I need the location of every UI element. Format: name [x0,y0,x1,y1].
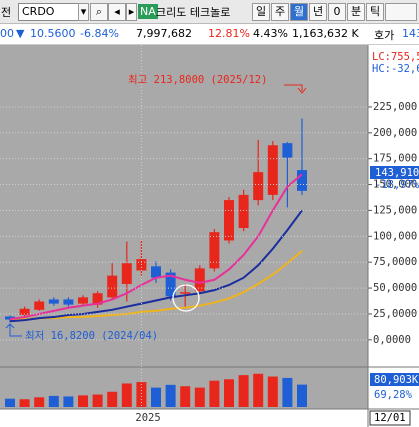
quote-vol-ratio: 12.81% [208,27,250,40]
volume-bar [48,395,59,407]
low-arrow [5,323,22,337]
quote-turnover: 4.43% [253,27,288,40]
y-tick-label: 75,0000 [373,256,417,268]
lc-label: LC:755,5 [372,51,419,63]
quote-arrow: ▼ [16,27,25,40]
toolbar: 전 CRDO ▾ ⌕ ◂ ▸ NA 크리도 테크놀로 일 주 월 년 0 분 틱 [0,0,419,24]
menu-button[interactable]: ▸ [126,3,137,21]
symbol-input[interactable]: CRDO [18,3,81,21]
moving-average [9,173,303,321]
volume-bar [282,377,293,407]
axis-background [368,45,419,409]
volume-bar [297,384,307,407]
volume-bar [107,391,118,407]
volume-bar [151,387,161,407]
volume-bar [238,375,249,407]
y-tick-label: 100,000 [373,230,417,242]
last-price-label: 143,910 [375,167,419,179]
last-change-label: -18,97% [375,179,419,191]
quote-bar: 00 ▼ 10.5600 -6.84% 7,997,682 12.81% 4.4… [0,24,419,45]
badge: NA [138,4,158,19]
dropdown[interactable]: ▾ [78,3,89,21]
hc-label: HC:-32,6 [372,63,419,75]
high-arrow [284,84,307,94]
volume-bar [34,397,45,407]
quote-change: 10.5600 [30,27,76,40]
period-button[interactable]: 주 [271,3,289,21]
plot-background [0,45,368,409]
volume-bar [209,380,220,407]
volume-bar [19,399,30,407]
volume-bar [194,387,205,407]
quote-change-pct: -6.84% [80,27,119,40]
volume-bar [267,376,278,407]
volume-last-label: 80,903K [374,374,419,386]
x-tick-label: 2025 [135,412,160,424]
volume-bar [121,383,132,407]
y-tick-label: 175,000 [373,153,417,165]
chart: 2025 225,000 200,000 175,000 150,000 125,000 1… [0,45,419,427]
ask-label: 호가 [374,29,395,42]
period-button[interactable]: 0 [328,3,346,21]
volume-ratio-label: 69,28% [374,389,413,401]
period-button[interactable]: 분 [347,3,365,21]
moving-average [9,209,303,323]
volume-bar [224,379,234,407]
period-button[interactable]: 월 [290,3,308,21]
tab[interactable]: 전 [1,6,12,19]
y-tick-label: 200,000 [373,127,417,139]
volume-bar [180,386,191,407]
highlight-ring [172,284,200,312]
volume-bar [63,396,74,407]
volume-bar [92,394,103,407]
y-tick-label: 225,000 [373,101,417,113]
volume-bar [5,398,15,407]
search-button[interactable]: ⌕ [90,3,108,21]
last-price-box [370,166,419,179]
stock-name: 크리도 테크놀로 [156,6,231,19]
moving-average [10,250,303,321]
volume-bar [136,382,147,407]
more-button[interactable] [385,3,417,21]
quote-volume: 7,997,682 [136,27,192,40]
quote-amount: 1,163,632 K [292,27,359,40]
y-tick-label: 0,0000 [373,334,411,346]
y-tick-label: 25,0000 [373,308,417,320]
volume-box [370,373,419,386]
ask-price: 143 [402,27,419,40]
crosshair-date-box [369,410,411,426]
volume-bar [165,384,176,407]
period-button[interactable]: 년 [309,3,327,21]
volume-bar [253,373,264,407]
period-button[interactable]: 틱 [366,3,384,21]
y-tick-label: 125,000 [373,204,417,216]
quote-prefix: 00 [0,27,14,40]
sound-button[interactable]: ◂ [108,3,126,21]
high-annotation: 최고 213,8000 (2025/12) [128,74,267,86]
y-tick-label: 150,000 [373,179,417,191]
low-annotation: 최저 16,8200 (2024/04) [25,330,158,342]
crosshair-date: 12/01 [374,412,406,424]
period-button[interactable]: 일 [252,3,270,21]
volume-bar [78,395,88,407]
y-tick-label: 50,0000 [373,282,417,294]
